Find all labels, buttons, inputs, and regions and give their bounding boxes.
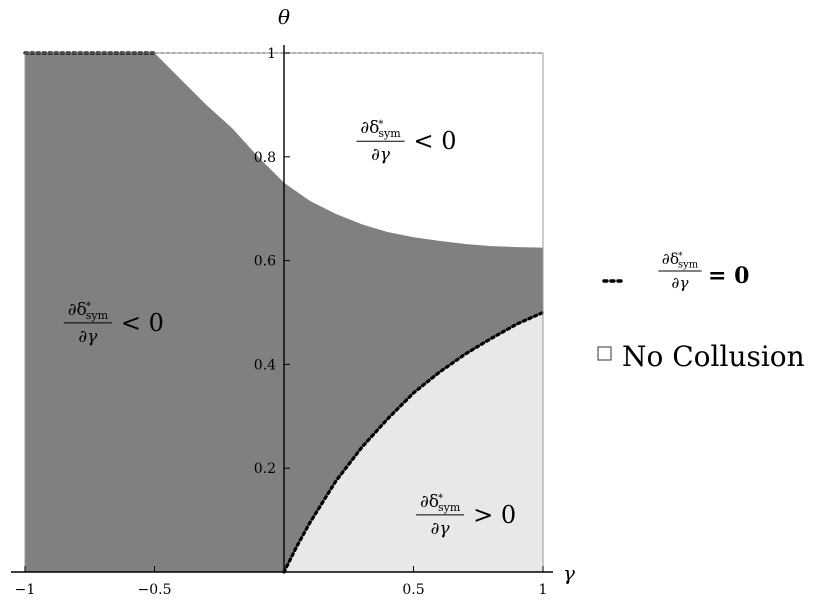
label-left: ∂δ* sym ∂γ	[63, 300, 112, 347]
fraction-numerator: ∂δ* sym	[68, 300, 109, 322]
y-tick-label: 0.4	[254, 357, 276, 373]
legend-zero-fraction: ∂δ* sym ∂γ	[658, 250, 702, 292]
legend-square-marker	[597, 346, 612, 361]
y-tick-label: 0.2	[254, 461, 276, 477]
fraction-numerator: ∂δ* sym	[420, 492, 461, 514]
legend-no-collusion-label: No Collusion	[622, 340, 805, 373]
label-left-relation: < 0	[121, 309, 164, 337]
label-upper-right: ∂δ* sym ∂γ	[356, 118, 405, 165]
x-tick-label: −0.5	[138, 582, 172, 598]
y-tick-label: 0.8	[254, 150, 276, 166]
region-labels-layer: ∂δ* sym ∂γ < 0 ∂δ* sym ∂γ < 0 ∂δ* sym ∂γ > 0	[63, 118, 516, 539]
axes-layer: γθ	[11, 5, 575, 585]
label-lower-right-relation: > 0	[473, 501, 516, 529]
fraction-denominator: ∂γ	[671, 274, 689, 292]
white-region	[154, 53, 543, 248]
zero-derivative-curve	[282, 310, 545, 574]
legend: ∂δ* sym ∂γ = 0 No Collusion	[597, 250, 805, 373]
x-tick-label: 1	[539, 582, 548, 598]
label-upper-right-relation: < 0	[414, 127, 457, 155]
ticks-layer: −1 −0.5 0.5 1 0.2 0.4 0.6 0.8 1	[15, 46, 548, 598]
y-axis-title: θ	[278, 5, 290, 29]
y-tick-label: 1	[267, 46, 276, 62]
fraction-denominator: ∂γ	[371, 145, 391, 165]
x-tick-label: 0.5	[402, 582, 424, 598]
fraction-numerator: ∂δ* sym	[662, 250, 699, 271]
fraction-numerator: ∂δ* sym	[360, 118, 401, 140]
fraction-denominator: ∂γ	[78, 327, 98, 347]
label-lower-right: ∂δ* sym ∂γ	[416, 492, 465, 539]
light-region	[284, 312, 543, 572]
fraction-denominator: ∂γ	[431, 519, 451, 539]
x-axis-title: γ	[563, 561, 575, 585]
legend-zero-relation: = 0	[708, 263, 749, 289]
x-tick-label: −1	[15, 582, 36, 598]
y-tick-label: 0.6	[254, 254, 276, 270]
